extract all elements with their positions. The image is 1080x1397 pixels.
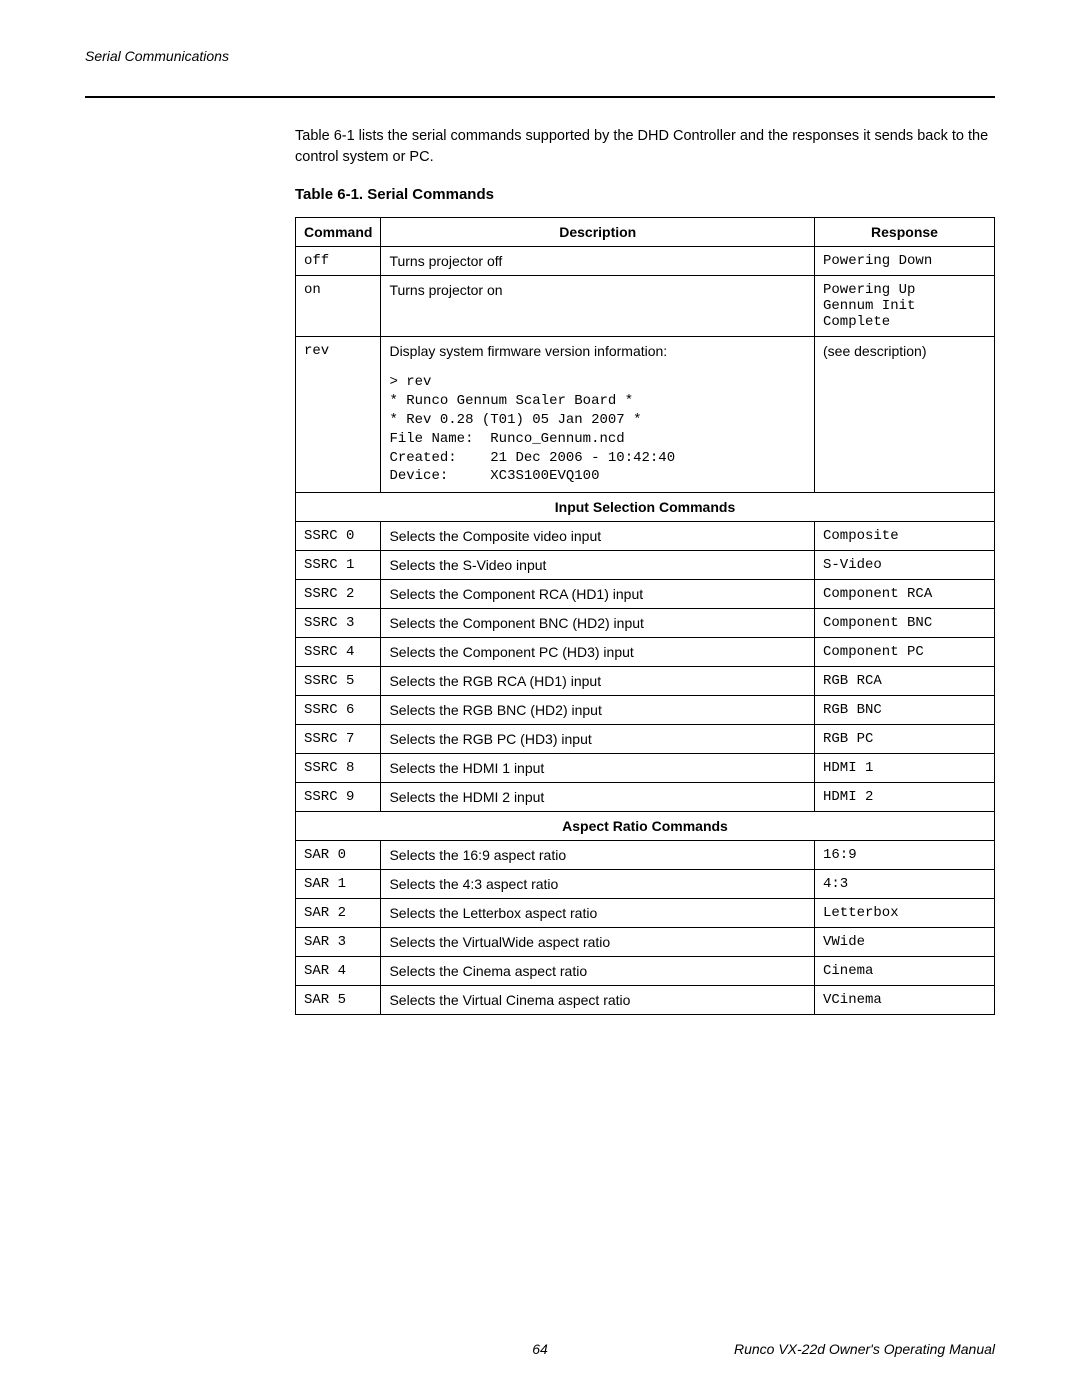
cell-resp: Component PC xyxy=(815,638,995,667)
cell-cmd: off xyxy=(296,247,381,276)
section-label: Aspect Ratio Commands xyxy=(296,812,995,841)
cell-resp: HDMI 2 xyxy=(815,783,995,812)
rev-intro: Display system firmware version informat… xyxy=(389,343,667,359)
cell-desc: Turns projector on xyxy=(381,276,815,337)
table-row: offTurns projector offPowering Down xyxy=(296,247,995,276)
table-row: SAR 3Selects the VirtualWide aspect rati… xyxy=(296,928,995,957)
cell-resp: S-Video xyxy=(815,551,995,580)
section-label: Input Selection Commands xyxy=(296,493,995,522)
cell-desc: Selects the 4:3 aspect ratio xyxy=(381,870,815,899)
cell-resp: Composite xyxy=(815,522,995,551)
cell-desc: Selects the Component RCA (HD1) input xyxy=(381,580,815,609)
table-row: SSRC 1Selects the S-Video inputS-Video xyxy=(296,551,995,580)
cell-cmd: SSRC 7 xyxy=(296,725,381,754)
cell-desc: Selects the Component PC (HD3) input xyxy=(381,638,815,667)
table-row: SAR 4Selects the Cinema aspect ratioCine… xyxy=(296,957,995,986)
cell-desc: Selects the Composite video input xyxy=(381,522,815,551)
cell-cmd: SAR 3 xyxy=(296,928,381,957)
cell-desc: Display system firmware version informat… xyxy=(381,337,815,493)
page-number: 64 xyxy=(532,1341,548,1357)
cell-resp: Component RCA xyxy=(815,580,995,609)
table-row: SSRC 2Selects the Component RCA (HD1) in… xyxy=(296,580,995,609)
cell-desc: Selects the RGB PC (HD3) input xyxy=(381,725,815,754)
table-row: onTurns projector onPowering Up Gennum I… xyxy=(296,276,995,337)
cell-resp: (see description) xyxy=(815,337,995,493)
table-row: rev Display system firmware version info… xyxy=(296,337,995,493)
table-row: SSRC 0Selects the Composite video inputC… xyxy=(296,522,995,551)
cell-cmd: SSRC 2 xyxy=(296,580,381,609)
doc-title: Runco VX-22d Owner's Operating Manual xyxy=(734,1341,995,1357)
cell-resp: HDMI 1 xyxy=(815,754,995,783)
cell-cmd: SAR 4 xyxy=(296,957,381,986)
table-row: SSRC 6Selects the RGB BNC (HD2) inputRGB… xyxy=(296,696,995,725)
table-row: SAR 2Selects the Letterbox aspect ratioL… xyxy=(296,899,995,928)
cell-resp: Cinema xyxy=(815,957,995,986)
table-row: SAR 5Selects the Virtual Cinema aspect r… xyxy=(296,986,995,1015)
cell-desc: Selects the Virtual Cinema aspect ratio xyxy=(381,986,815,1015)
col-header-command: Command xyxy=(296,218,381,247)
cell-resp: 16:9 xyxy=(815,841,995,870)
col-header-response: Response xyxy=(815,218,995,247)
cell-resp: Powering Down xyxy=(815,247,995,276)
cell-cmd: SSRC 3 xyxy=(296,609,381,638)
cell-desc: Selects the S-Video input xyxy=(381,551,815,580)
cell-resp: Letterbox xyxy=(815,899,995,928)
cell-cmd: SSRC 9 xyxy=(296,783,381,812)
cell-desc: Selects the RGB RCA (HD1) input xyxy=(381,667,815,696)
cell-resp: VCinema xyxy=(815,986,995,1015)
cell-desc: Selects the Component BNC (HD2) input xyxy=(381,609,815,638)
cell-desc: Selects the RGB BNC (HD2) input xyxy=(381,696,815,725)
table-row: SSRC 7Selects the RGB PC (HD3) inputRGB … xyxy=(296,725,995,754)
cell-desc: Turns projector off xyxy=(381,247,815,276)
cell-cmd: on xyxy=(296,276,381,337)
cell-resp: Component BNC xyxy=(815,609,995,638)
cell-cmd: rev xyxy=(296,337,381,493)
table-row: SSRC 8Selects the HDMI 1 inputHDMI 1 xyxy=(296,754,995,783)
intro-paragraph: Table 6-1 lists the serial commands supp… xyxy=(295,126,995,168)
cell-cmd: SAR 1 xyxy=(296,870,381,899)
rev-block: > rev * Runco Gennum Scaler Board * * Re… xyxy=(389,373,806,486)
table-title: Table 6-1. Serial Commands xyxy=(295,186,995,203)
cell-cmd: SSRC 0 xyxy=(296,522,381,551)
table-row: SAR 0Selects the 16:9 aspect ratio16:9 xyxy=(296,841,995,870)
cell-cmd: SAR 0 xyxy=(296,841,381,870)
cell-desc: Selects the VirtualWide aspect ratio xyxy=(381,928,815,957)
cell-cmd: SSRC 6 xyxy=(296,696,381,725)
table-row: SAR 1Selects the 4:3 aspect ratio4:3 xyxy=(296,870,995,899)
cell-resp: Powering Up Gennum Init Complete xyxy=(815,276,995,337)
table-row: SSRC 9Selects the HDMI 2 inputHDMI 2 xyxy=(296,783,995,812)
cell-cmd: SAR 5 xyxy=(296,986,381,1015)
table-row: SSRC 4Selects the Component PC (HD3) inp… xyxy=(296,638,995,667)
cell-cmd: SSRC 8 xyxy=(296,754,381,783)
cell-desc: Selects the HDMI 2 input xyxy=(381,783,815,812)
cell-resp: RGB RCA xyxy=(815,667,995,696)
cell-resp: 4:3 xyxy=(815,870,995,899)
cell-desc: Selects the Letterbox aspect ratio xyxy=(381,899,815,928)
cell-resp: VWide xyxy=(815,928,995,957)
table-row: SSRC 3Selects the Component BNC (HD2) in… xyxy=(296,609,995,638)
section-row-input: Input Selection Commands xyxy=(296,493,995,522)
cell-resp: RGB BNC xyxy=(815,696,995,725)
section-row-aspect: Aspect Ratio Commands xyxy=(296,812,995,841)
cell-cmd: SSRC 1 xyxy=(296,551,381,580)
rule xyxy=(85,96,995,98)
page-footer: 64 Runco VX-22d Owner's Operating Manual xyxy=(85,1341,995,1357)
cell-desc: Selects the 16:9 aspect ratio xyxy=(381,841,815,870)
cell-desc: Selects the Cinema aspect ratio xyxy=(381,957,815,986)
cell-cmd: SSRC 4 xyxy=(296,638,381,667)
table-row: SSRC 5Selects the RGB RCA (HD1) inputRGB… xyxy=(296,667,995,696)
cell-cmd: SAR 2 xyxy=(296,899,381,928)
cell-desc: Selects the HDMI 1 input xyxy=(381,754,815,783)
serial-commands-table: Command Description Response offTurns pr… xyxy=(295,217,995,1015)
cell-resp: RGB PC xyxy=(815,725,995,754)
section-header: Serial Communications xyxy=(85,48,995,64)
content-block: Table 6-1 lists the serial commands supp… xyxy=(295,126,995,1015)
col-header-description: Description xyxy=(381,218,815,247)
cell-cmd: SSRC 5 xyxy=(296,667,381,696)
